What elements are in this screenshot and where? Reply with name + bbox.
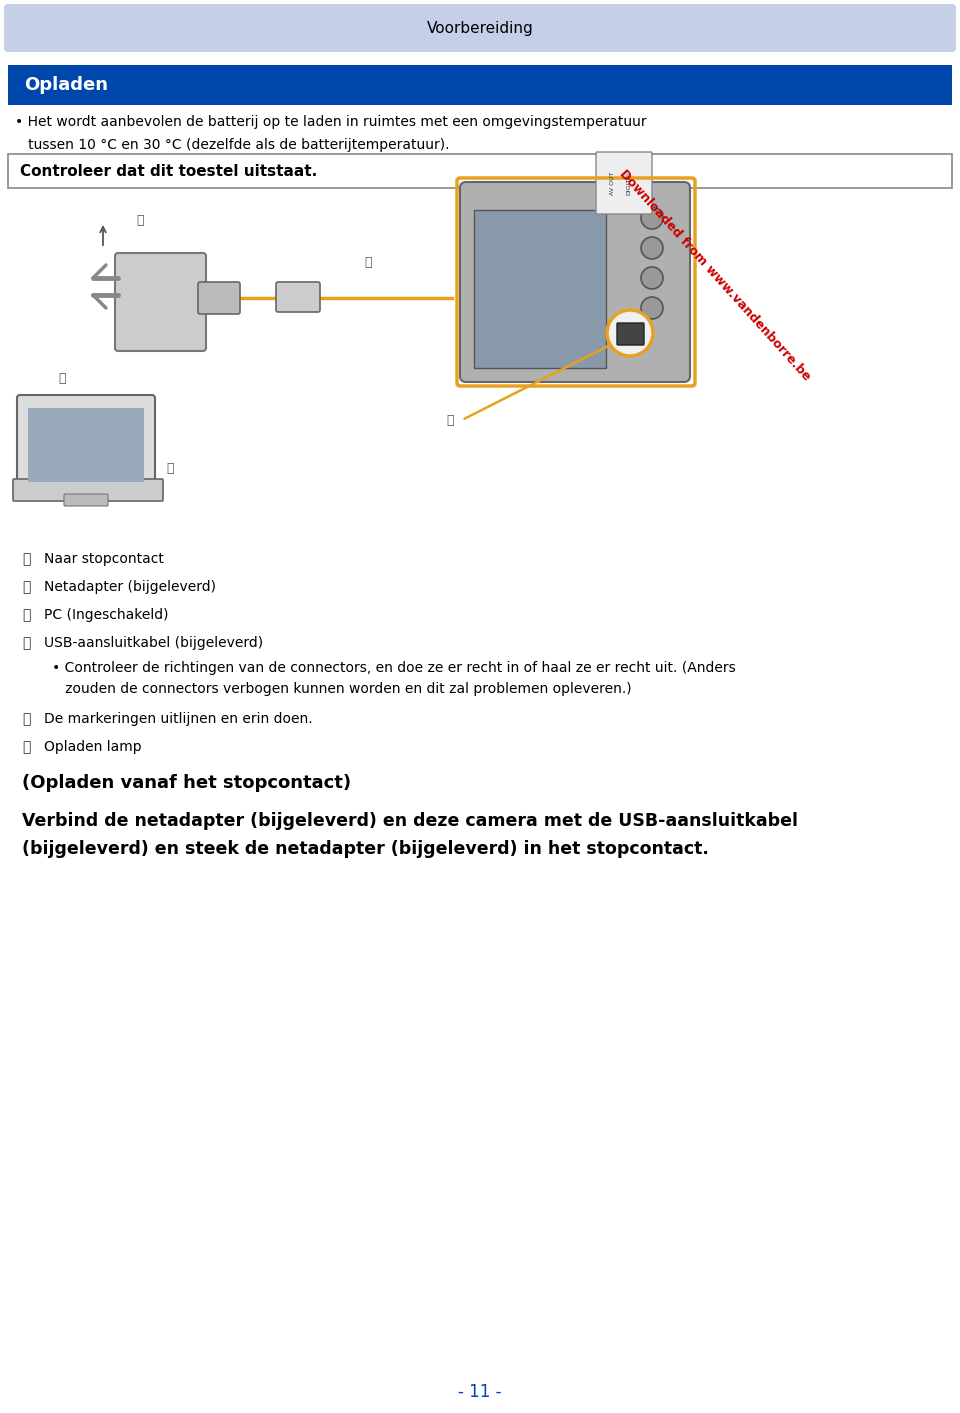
Text: Voorbereiding: Voorbereiding [426,21,534,35]
FancyBboxPatch shape [115,253,206,350]
Text: (Opladen vanaf het stopcontact): (Opladen vanaf het stopcontact) [22,774,351,793]
Text: AV OUT: AV OUT [611,171,615,195]
FancyBboxPatch shape [198,283,240,314]
Text: ⓕ: ⓕ [22,740,31,755]
FancyBboxPatch shape [474,211,606,367]
Text: • Het wordt aanbevolen de batterij op te laden in ruimtes met een omgevingstempe: • Het wordt aanbevolen de batterij op te… [15,114,647,129]
Text: • Controleer de richtingen van de connectors, en doe ze er recht in of haal ze e: • Controleer de richtingen van de connec… [52,661,735,675]
Circle shape [641,297,663,319]
Text: ⓒ: ⓒ [22,608,31,622]
Text: ⓑ: ⓑ [59,372,65,384]
FancyBboxPatch shape [276,283,320,312]
Text: zouden de connectors verbogen kunnen worden en dit zal problemen opleveren.): zouden de connectors verbogen kunnen wor… [52,682,632,697]
Text: DIGITAL: DIGITAL [627,171,632,195]
FancyBboxPatch shape [17,396,155,490]
Text: De markeringen uitlijnen en erin doen.: De markeringen uitlijnen en erin doen. [44,712,313,726]
Text: ⓑ: ⓑ [22,579,31,593]
FancyBboxPatch shape [460,182,690,382]
FancyBboxPatch shape [8,154,952,188]
Text: Downloaded from www.vandenborre.be: Downloaded from www.vandenborre.be [617,167,813,383]
Text: - 11 -: - 11 - [458,1383,502,1402]
Text: Opladen: Opladen [24,76,108,95]
FancyBboxPatch shape [8,65,952,105]
Circle shape [641,206,663,229]
Text: tussen 10 °C en 30 °C (dezelfde als de batterijtemperatuur).: tussen 10 °C en 30 °C (dezelfde als de b… [15,138,449,153]
Text: Netadapter (bijgeleverd): Netadapter (bijgeleverd) [44,579,216,593]
Circle shape [607,309,653,356]
Text: ⓐ: ⓐ [136,213,144,226]
Circle shape [641,267,663,290]
Circle shape [641,237,663,259]
Text: (bijgeleverd) en steek de netadapter (bijgeleverd) in het stopcontact.: (bijgeleverd) en steek de netadapter (bi… [22,839,708,858]
FancyBboxPatch shape [28,408,144,482]
Text: Controleer dat dit toestel uitstaat.: Controleer dat dit toestel uitstaat. [20,164,317,178]
Text: Verbind de netadapter (bijgeleverd) en deze camera met de USB-aansluitkabel: Verbind de netadapter (bijgeleverd) en d… [22,812,798,829]
Text: PC (Ingeschakeld): PC (Ingeschakeld) [44,608,169,622]
Text: ⓒ: ⓒ [166,462,174,475]
FancyBboxPatch shape [617,324,644,345]
Text: Naar stopcontact: Naar stopcontact [44,552,164,567]
Text: ⓓ: ⓓ [364,256,372,268]
Text: Opladen lamp: Opladen lamp [44,740,142,755]
FancyBboxPatch shape [64,495,108,506]
FancyBboxPatch shape [596,153,652,213]
Text: ⓔ: ⓔ [528,194,536,206]
FancyBboxPatch shape [4,4,956,52]
Text: ⓕ: ⓕ [446,414,454,427]
Text: ⓓ: ⓓ [22,636,31,650]
Text: USB-aansluitkabel (bijgeleverd): USB-aansluitkabel (bijgeleverd) [44,636,263,650]
Text: ⓐ: ⓐ [22,552,31,567]
Text: ⓔ: ⓔ [22,712,31,726]
FancyBboxPatch shape [13,479,163,502]
